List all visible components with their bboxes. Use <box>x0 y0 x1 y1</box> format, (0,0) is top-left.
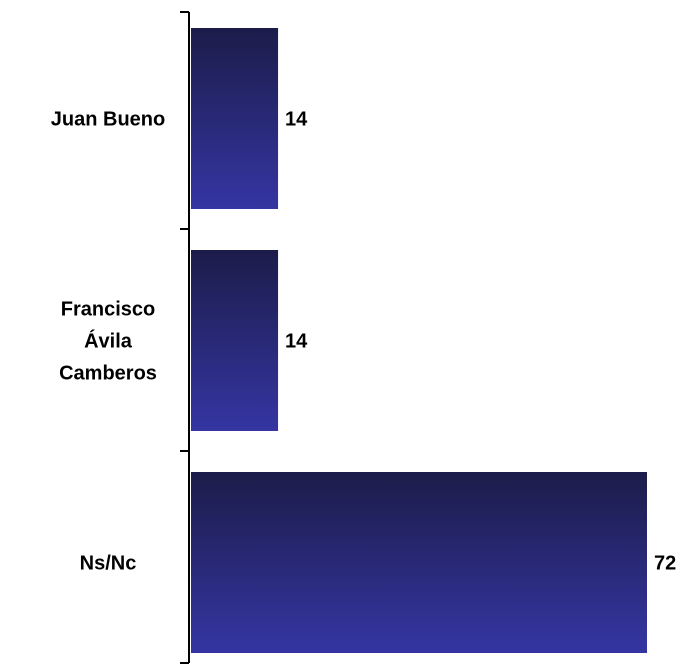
labels-layer: 14 Juan Bueno 14 Francisco Ávila Camberos 72 Ns… <box>51 109 676 575</box>
data-label: 14 <box>285 331 308 353</box>
bars-layer <box>191 28 647 653</box>
bar <box>191 28 279 209</box>
data-label: 14 <box>285 109 308 131</box>
category-tick-label: Juan Bueno <box>51 109 165 131</box>
category-tick-label: Francisco Ávila Camberos <box>59 299 157 385</box>
category-tick-label: Ns/Nc <box>80 553 137 575</box>
bar <box>191 472 647 653</box>
bar <box>191 250 279 431</box>
data-label: 72 <box>654 553 676 575</box>
category-axis <box>180 11 190 664</box>
